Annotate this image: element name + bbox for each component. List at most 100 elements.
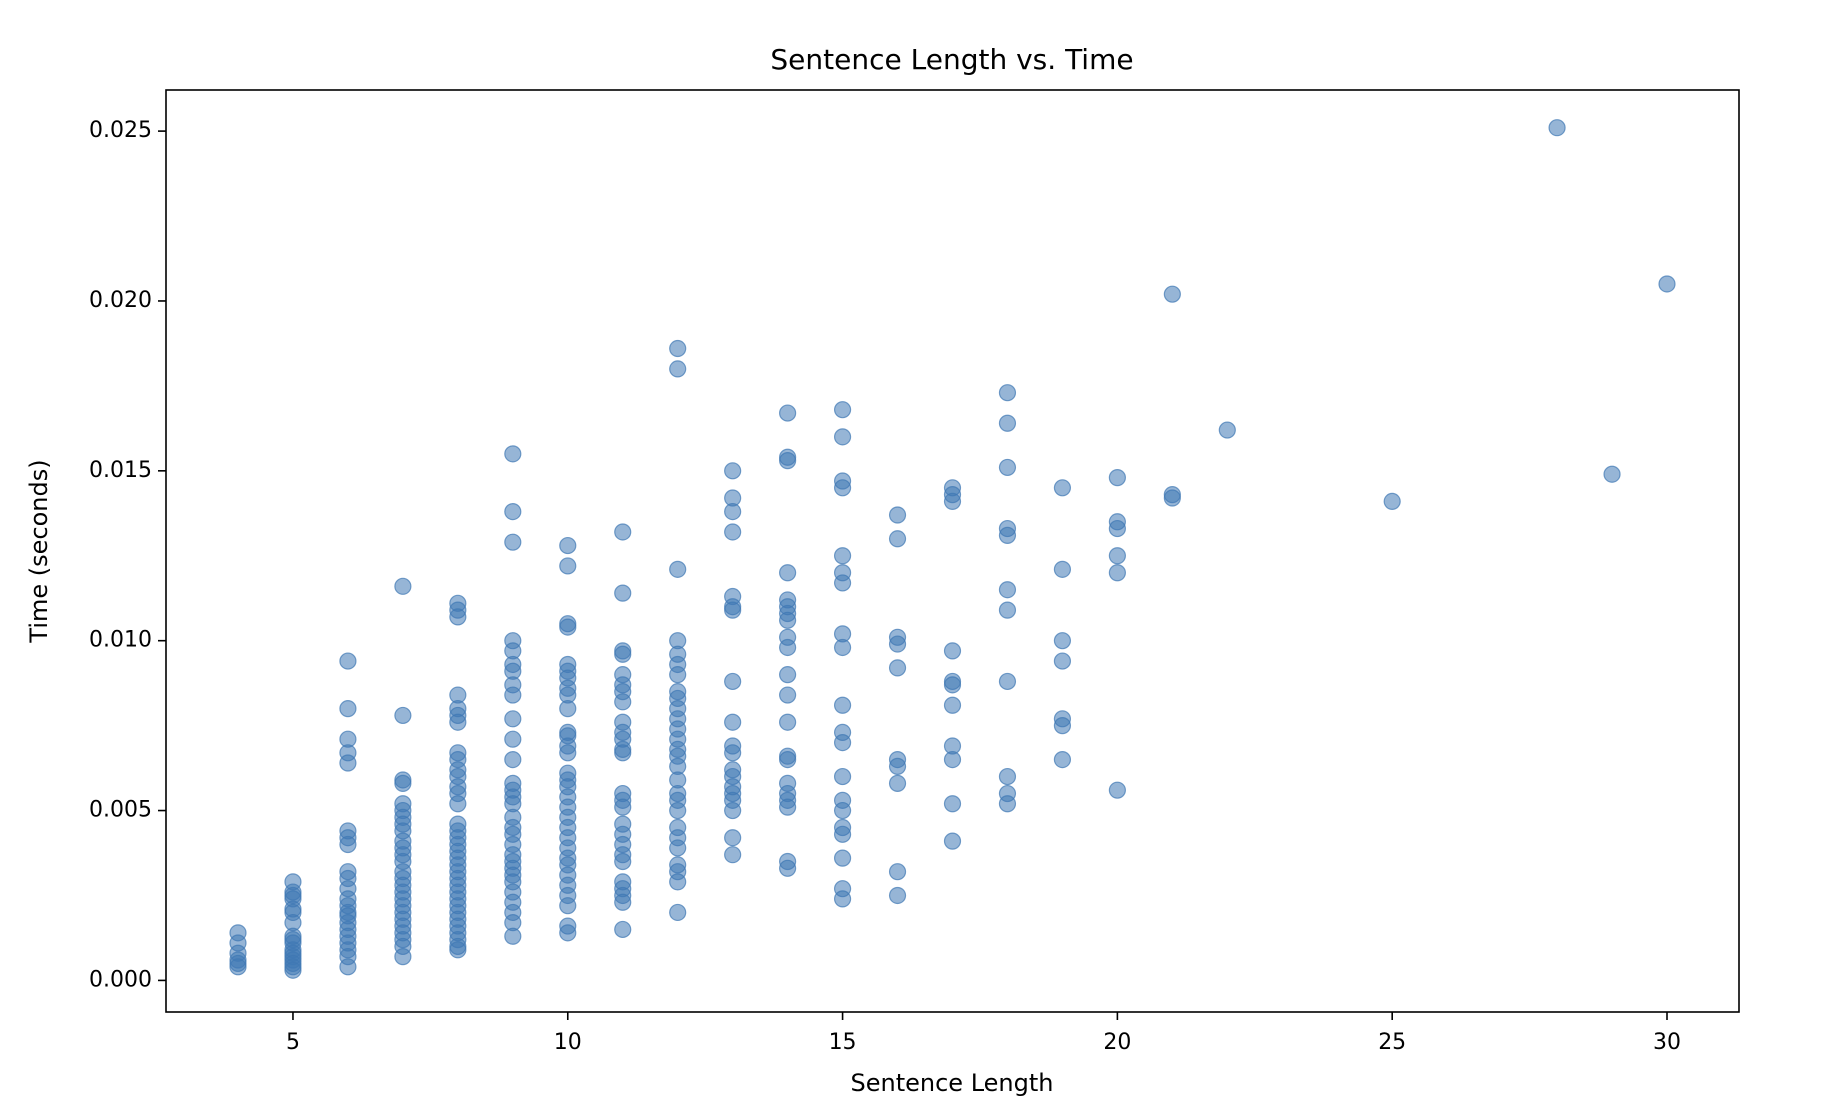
scatter-point [669,903,687,922]
scatter-point [1108,469,1126,487]
scatter-point [1603,465,1621,483]
scatter-point [339,958,357,976]
scatter-point [1548,119,1566,137]
scatter-point [888,886,907,905]
scatter-point [1658,275,1676,293]
scatter-point [339,652,357,670]
scatter-point [724,502,742,521]
scatter-point [1108,781,1126,799]
scatter-point [779,750,797,769]
scatter-point [504,750,522,769]
scatter-point [833,547,852,565]
scatter-point [1053,479,1072,497]
scatter-point [833,428,852,446]
scatter-point [339,754,357,772]
scatter-point [724,801,742,820]
scatter-point [614,893,632,911]
x-axis-label: Sentence Length [851,1069,1054,1097]
scatter-point [1053,717,1072,735]
x-tick-label: 30 [1653,1030,1681,1055]
scatter-point [724,523,742,541]
scatter-point [1108,547,1126,565]
scatter-point [724,601,742,619]
scatter-point [669,560,687,578]
scatter-point [339,835,357,854]
y-tick-label: 0.000 [89,967,152,992]
scatter-point [888,757,907,775]
y-tick-label: 0.010 [89,628,152,653]
scatter-point [504,502,522,521]
scatter-point [1053,560,1072,578]
plot-area [229,119,1676,979]
scatter-point [229,958,247,976]
scatter-point [779,564,797,582]
scatter-point [394,948,412,966]
scatter-point [559,700,577,718]
scatter-point [779,404,797,422]
scatter-point [1108,519,1126,538]
scatter-point [833,401,852,419]
scatter-point [614,523,632,541]
scatter-point [779,713,797,731]
scatter-point [998,767,1017,786]
scatter-point [559,557,577,575]
scatter-point [943,696,962,714]
scatter-point [833,849,852,867]
x-tick-label: 25 [1378,1030,1406,1055]
scatter-point [559,897,577,915]
scatter-point [1383,492,1401,511]
y-tick-label: 0.020 [89,288,152,313]
scatter-point [943,642,962,660]
scatter-point [614,744,632,762]
scatter-point [614,584,632,602]
scatter-point [943,832,962,850]
scatter-point [998,526,1017,544]
scatter-point [669,360,687,378]
scatter-point [779,798,797,816]
scatter-point [504,686,522,704]
scatter-point [779,666,797,684]
scatter-point [888,635,907,653]
scatter-point [614,920,632,939]
scatter-point [339,700,357,718]
scatter-point [833,801,852,820]
scatter-point [998,581,1017,599]
scatter-point [724,462,742,480]
scatter-point [504,445,522,463]
scatter-point [1218,421,1236,439]
scatter-point [1053,632,1072,650]
scatter-point [779,638,797,657]
scatter-point [614,852,632,871]
scatter-point [559,744,577,762]
scatter-point [449,608,467,626]
scatter-point [669,666,687,684]
scatter-point [998,384,1017,402]
scatter-point [888,659,907,677]
scatter-point [394,577,412,595]
scatter-point [504,533,522,551]
scatter-point [943,492,962,511]
scatter-point [779,686,797,704]
scatter-point [724,744,742,762]
scatter-point [669,801,687,820]
scatter-point [833,825,852,843]
scatter-point [779,859,797,877]
scatter-point [724,713,742,731]
scatter-point [943,676,962,694]
scatter-point [559,924,577,942]
scatter-point [1053,750,1072,769]
scatter-point [888,506,907,524]
scatter-point [998,795,1017,813]
scatter-point [1163,489,1181,507]
scatter-point [504,927,522,945]
scatter-point [1053,652,1072,670]
scatter-point [833,574,852,592]
scatter-point [394,706,412,725]
scatter-point [724,846,742,864]
scatter-point [833,638,852,657]
scatter-point [449,713,467,731]
scatter-point [449,795,467,813]
scatter-point [504,710,522,728]
scatter-point [724,829,742,847]
scatter-point [998,458,1017,477]
